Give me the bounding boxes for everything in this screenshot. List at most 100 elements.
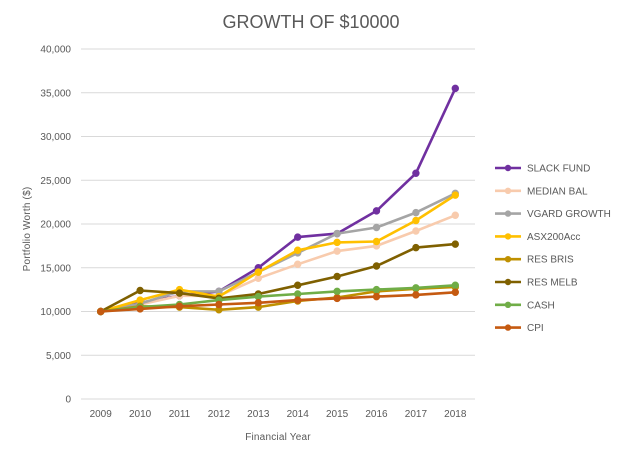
data-point [333,238,341,247]
data-point [412,243,420,252]
series-line-res-melb [99,242,457,313]
series-line-asx200acc [99,193,457,313]
data-point [294,290,302,298]
data-point [254,268,262,276]
data-point [412,208,420,217]
data-point [333,229,341,238]
legend-item: CPI [495,323,544,334]
data-point [254,274,262,282]
series-line-slack-fund [99,87,457,313]
y-tick-label: 0 [65,395,71,406]
legend-item: SLACK FUND [495,164,590,175]
x-tick-label: 2010 [129,409,152,420]
gridlines [81,48,475,400]
data-point [451,211,459,219]
data-point [294,246,302,254]
series-line-median-bal [99,214,457,313]
legend-marker [504,233,512,240]
legend-item: RES MELB [495,278,578,289]
data-point [136,296,144,304]
data-point [294,260,302,268]
data-point [451,240,459,248]
data-point [372,207,381,215]
series-asx200acc [97,191,459,316]
data-point [451,84,459,93]
data-point [372,223,381,232]
data-point [451,281,459,289]
data-point [372,285,381,294]
legend-label: CASH [527,300,555,311]
series-lines [97,84,459,316]
data-point [451,288,459,296]
data-point [136,305,144,313]
y-tick-label: 40,000 [40,45,71,56]
x-tick-label: 2009 [90,409,113,420]
data-point [333,247,341,255]
series-line-cash [99,283,457,313]
x-tick-label: 2011 [169,409,191,420]
data-point [294,281,302,289]
series-cash [97,281,459,316]
data-point [294,296,302,304]
data-point [412,169,420,177]
x-tick-label: 2014 [287,409,310,420]
y-tick-label: 30,000 [40,132,71,143]
data-point [333,287,341,296]
legend-marker [504,324,512,331]
legend-item: ASX200Acc [495,232,580,243]
y-tick-label: 10,000 [40,307,71,318]
data-point [412,227,420,235]
data-point [412,284,420,292]
chart-title: GROWTH OF $10000 [222,12,399,32]
data-point [372,292,381,301]
x-tick-label: 2015 [326,409,349,420]
y-tick-label: 20,000 [40,220,71,231]
legend-marker [504,187,512,194]
legend-label: RES BRIS [527,255,574,266]
legend-marker [504,278,512,286]
y-axis-ticks: 0 5,000 10,000 15,000 20,000 25,000 30,000 35,0… [40,45,71,406]
legend-marker [504,256,512,263]
y-tick-label: 15,000 [40,263,71,274]
legend-label: RES MELB [527,278,578,289]
series-slack-fund [97,84,459,316]
data-point [254,292,262,301]
series-cpi [97,288,459,316]
legend-marker [504,164,512,172]
data-point [412,291,420,299]
legend-label: SLACK FUND [527,164,590,175]
legend-item: VGARD GROWTH [495,209,611,220]
x-axis-title: Financial Year [245,432,311,443]
data-point [294,233,302,241]
legend-label: MEDIAN BAL [527,186,588,197]
legend-marker [504,210,512,217]
legend-item: RES BRIS [495,255,574,266]
data-point [97,307,105,316]
data-point [175,289,184,297]
y-axis-title: Portfolio Worth ($) [22,187,33,272]
data-point [412,216,420,225]
y-tick-label: 35,000 [40,88,71,99]
data-point [333,294,341,303]
legend: SLACK FUND MEDIAN BAL VGARD GROWTH ASX200Ac… [495,164,611,334]
legend-label: VGARD GROWTH [527,209,611,220]
y-tick-label: 25,000 [40,176,71,187]
data-point [333,272,341,281]
data-point [372,262,381,270]
legend-marker [504,301,512,308]
data-point [215,300,223,309]
y-tick-label: 5,000 [46,351,71,362]
data-point [451,191,459,199]
legend-item: CASH [495,300,555,311]
data-point [136,286,144,295]
x-tick-label: 2016 [365,409,388,420]
data-point [372,237,381,246]
x-tick-label: 2013 [247,409,270,420]
x-tick-label: 2012 [208,409,231,420]
legend-label: ASX200Acc [527,232,580,243]
data-point [175,302,184,310]
x-tick-label: 2017 [405,409,428,420]
legend-item: MEDIAN BAL [495,186,588,197]
